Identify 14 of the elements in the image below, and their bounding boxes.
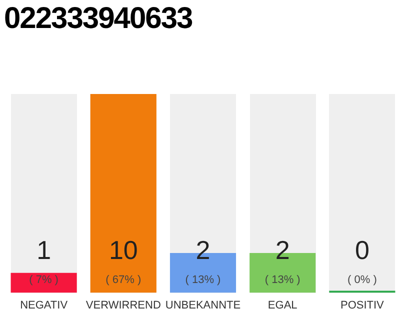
annotation: ( 67% ) <box>106 274 142 286</box>
data-label: 10 <box>108 234 138 265</box>
annotation: ( 13% ) <box>185 274 221 286</box>
x-tick-label: POSITIV <box>340 299 385 312</box>
x-tick-label: NEGATIV <box>20 299 68 312</box>
data-label: 0 <box>354 234 370 265</box>
annotation: ( 7% ) <box>29 274 58 286</box>
annotation: ( 13% ) <box>264 274 300 286</box>
x-tick-label: EGAL <box>268 299 298 312</box>
x-tick-label: UNBEKANNTE <box>165 299 241 312</box>
data-label: 1 <box>36 234 52 265</box>
chart-title: 022333940633 <box>4 2 192 36</box>
annotation: ( 0% ) <box>348 274 377 286</box>
x-tick-label: VERWIRREND <box>86 299 161 312</box>
